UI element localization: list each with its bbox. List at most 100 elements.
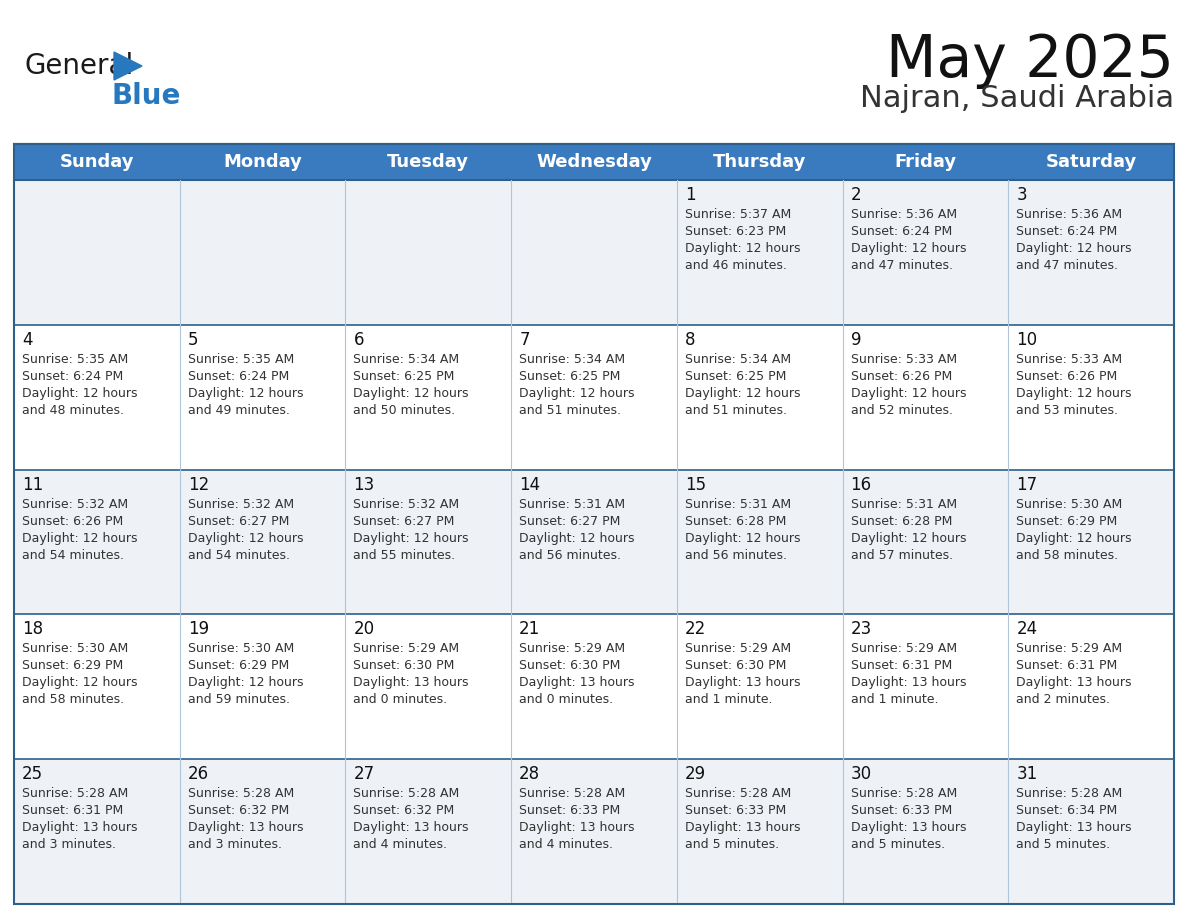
Text: Sunrise: 5:34 AM: Sunrise: 5:34 AM [684,353,791,365]
Text: 5: 5 [188,330,198,349]
Text: and 51 minutes.: and 51 minutes. [684,404,786,417]
Text: and 5 minutes.: and 5 minutes. [1016,838,1111,851]
Text: Daylight: 13 hours: Daylight: 13 hours [188,822,303,834]
Text: Sunrise: 5:28 AM: Sunrise: 5:28 AM [851,788,956,800]
Text: and 0 minutes.: and 0 minutes. [519,693,613,706]
Text: Sunrise: 5:33 AM: Sunrise: 5:33 AM [1016,353,1123,365]
Text: May 2025: May 2025 [886,32,1174,89]
Bar [511,470,677,614]
Text: Daylight: 12 hours: Daylight: 12 hours [188,677,303,689]
Text: and 47 minutes.: and 47 minutes. [1016,259,1118,272]
Text: Sunrise: 5:29 AM: Sunrise: 5:29 AM [851,643,956,655]
Text: Sunrise: 5:34 AM: Sunrise: 5:34 AM [519,353,625,365]
Text: Daylight: 13 hours: Daylight: 13 hours [23,822,138,834]
Text: Friday: Friday [895,153,956,171]
Bar [842,180,1009,325]
Text: and 50 minutes.: and 50 minutes. [353,404,455,417]
Text: 13: 13 [353,476,374,494]
Bar [1009,759,1174,904]
Text: Sunset: 6:28 PM: Sunset: 6:28 PM [684,515,786,528]
Text: Daylight: 13 hours: Daylight: 13 hours [684,822,801,834]
Bar [179,144,346,180]
Text: and 47 minutes.: and 47 minutes. [851,259,953,272]
Text: Sunset: 6:28 PM: Sunset: 6:28 PM [851,515,952,528]
Text: Sunset: 6:30 PM: Sunset: 6:30 PM [353,659,455,672]
Text: Sunrise: 5:28 AM: Sunrise: 5:28 AM [188,788,293,800]
Text: and 53 minutes.: and 53 minutes. [1016,404,1118,417]
Text: and 3 minutes.: and 3 minutes. [188,838,282,851]
Text: Sunset: 6:29 PM: Sunset: 6:29 PM [188,659,289,672]
Text: Daylight: 12 hours: Daylight: 12 hours [1016,386,1132,400]
Text: Sunset: 6:31 PM: Sunset: 6:31 PM [851,659,952,672]
Text: 25: 25 [23,766,43,783]
Text: and 56 minutes.: and 56 minutes. [519,549,621,562]
Text: 26: 26 [188,766,209,783]
Text: and 5 minutes.: and 5 minutes. [851,838,944,851]
Text: 11: 11 [23,476,43,494]
Bar [1009,470,1174,614]
Bar [346,614,511,759]
Text: Sunset: 6:26 PM: Sunset: 6:26 PM [851,370,952,383]
Text: and 54 minutes.: and 54 minutes. [23,549,124,562]
Bar [842,759,1009,904]
Text: and 51 minutes.: and 51 minutes. [519,404,621,417]
Text: 20: 20 [353,621,374,638]
Text: 23: 23 [851,621,872,638]
Text: Daylight: 13 hours: Daylight: 13 hours [851,822,966,834]
Text: Sunrise: 5:34 AM: Sunrise: 5:34 AM [353,353,460,365]
Bar [842,144,1009,180]
Bar [179,759,346,904]
Text: 2: 2 [851,186,861,204]
Text: Sunset: 6:27 PM: Sunset: 6:27 PM [188,515,289,528]
Bar [14,325,179,470]
Text: 7: 7 [519,330,530,349]
Text: Sunset: 6:27 PM: Sunset: 6:27 PM [519,515,620,528]
Text: Sunset: 6:25 PM: Sunset: 6:25 PM [684,370,786,383]
Text: Daylight: 12 hours: Daylight: 12 hours [851,532,966,544]
Text: 15: 15 [684,476,706,494]
Text: and 1 minute.: and 1 minute. [684,693,772,706]
Text: Daylight: 12 hours: Daylight: 12 hours [188,386,303,400]
Bar [511,325,677,470]
Text: and 3 minutes.: and 3 minutes. [23,838,116,851]
Bar [179,180,346,325]
Text: and 54 minutes.: and 54 minutes. [188,549,290,562]
Text: Sunrise: 5:36 AM: Sunrise: 5:36 AM [851,208,956,221]
Bar [14,144,179,180]
Text: Sunrise: 5:32 AM: Sunrise: 5:32 AM [353,498,460,510]
Text: Daylight: 13 hours: Daylight: 13 hours [519,677,634,689]
Text: 22: 22 [684,621,706,638]
Text: Sunrise: 5:31 AM: Sunrise: 5:31 AM [519,498,625,510]
Text: Sunset: 6:31 PM: Sunset: 6:31 PM [23,804,124,817]
Text: Sunrise: 5:32 AM: Sunrise: 5:32 AM [23,498,128,510]
Text: Blue: Blue [112,82,182,110]
Text: Daylight: 12 hours: Daylight: 12 hours [1016,532,1132,544]
Bar [842,614,1009,759]
Text: Sunrise: 5:35 AM: Sunrise: 5:35 AM [23,353,128,365]
Text: Sunrise: 5:36 AM: Sunrise: 5:36 AM [1016,208,1123,221]
Bar [346,180,511,325]
Bar [14,180,179,325]
Text: and 2 minutes.: and 2 minutes. [1016,693,1111,706]
Text: Sunrise: 5:28 AM: Sunrise: 5:28 AM [353,788,460,800]
Text: Daylight: 12 hours: Daylight: 12 hours [519,386,634,400]
Text: and 1 minute.: and 1 minute. [851,693,939,706]
Bar [14,470,179,614]
Text: Sunset: 6:26 PM: Sunset: 6:26 PM [1016,370,1118,383]
Text: Daylight: 12 hours: Daylight: 12 hours [684,242,801,255]
Text: Daylight: 12 hours: Daylight: 12 hours [1016,242,1132,255]
Bar [1009,180,1174,325]
Text: Thursday: Thursday [713,153,807,171]
Text: and 0 minutes.: and 0 minutes. [353,693,448,706]
Text: 6: 6 [353,330,364,349]
Bar [511,614,677,759]
Text: 27: 27 [353,766,374,783]
Bar [677,614,842,759]
Text: Daylight: 13 hours: Daylight: 13 hours [519,822,634,834]
Text: Sunrise: 5:29 AM: Sunrise: 5:29 AM [519,643,625,655]
Text: Sunrise: 5:30 AM: Sunrise: 5:30 AM [188,643,293,655]
Bar [14,614,179,759]
Text: Sunrise: 5:33 AM: Sunrise: 5:33 AM [851,353,956,365]
Text: 4: 4 [23,330,32,349]
Bar [511,180,677,325]
